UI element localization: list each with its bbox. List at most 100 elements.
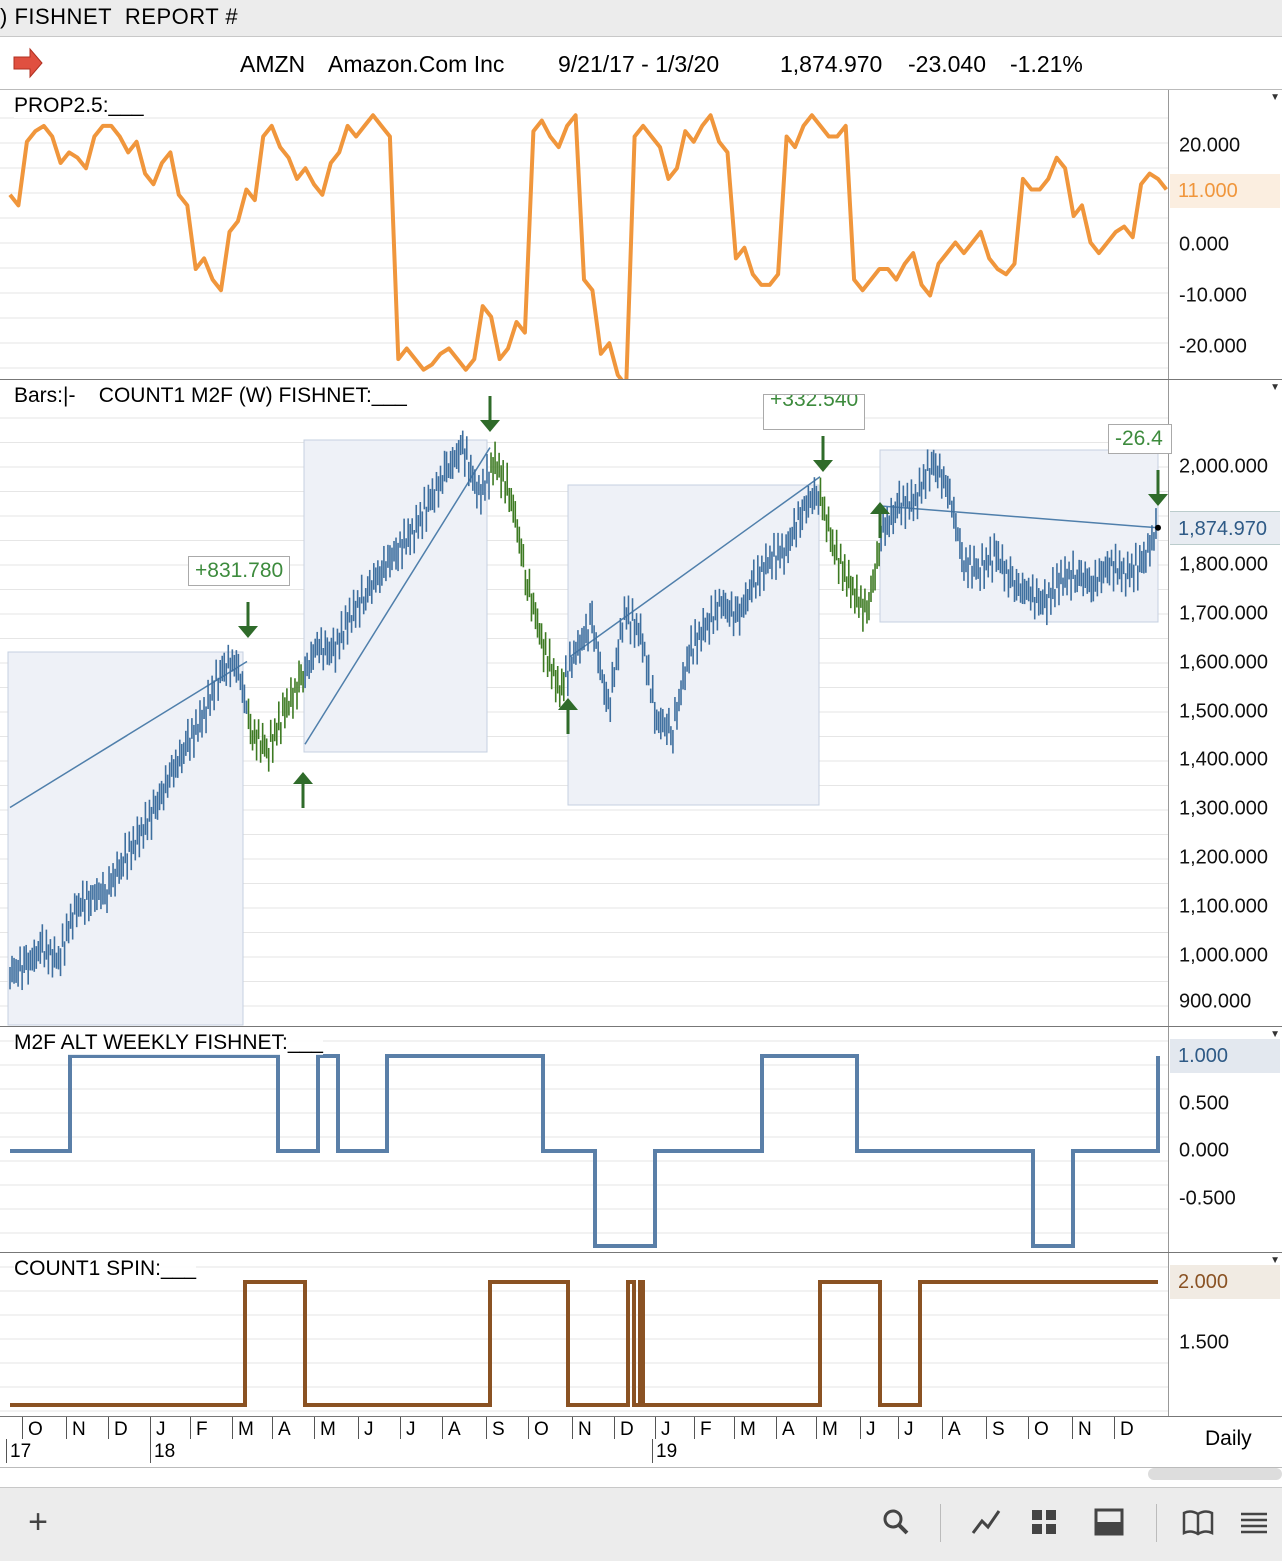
month-label: A: [948, 1419, 961, 1440]
month-label: J: [661, 1419, 671, 1440]
month-label: S: [992, 1419, 1005, 1440]
quote-header: AMZN Amazon.Com Inc 9/21/17 - 1/3/20 1,8…: [0, 37, 1282, 90]
price-tick: 1,800.000: [1179, 553, 1268, 576]
period-selector[interactable]: Daily: [1205, 1427, 1252, 1450]
month-label: N: [578, 1419, 592, 1440]
price-tick: 1,600.000: [1179, 651, 1268, 674]
add-icon[interactable]: +: [28, 1502, 48, 1541]
month-label: D: [620, 1419, 634, 1440]
price-tick: 1,500.000: [1179, 700, 1268, 723]
month-tick: [1114, 1417, 1115, 1439]
arrow-head: [1148, 494, 1168, 506]
last-price: 1,874.970: [780, 51, 883, 77]
count-label[interactable]: COUNT1 SPIN:___: [14, 1257, 197, 1281]
month-label: A: [782, 1419, 795, 1440]
gain-annotation[interactable]: -26.4: [1108, 424, 1172, 454]
count-tick: 1.500: [1179, 1331, 1230, 1354]
price-tick: 1,300.000: [1179, 797, 1268, 820]
up-arrow-icon: [870, 502, 890, 538]
fishnet-region: [303, 439, 488, 753]
menu-icon[interactable]: [1234, 1502, 1274, 1542]
prop-current-tag: 11.000: [1170, 174, 1280, 208]
year-tick: [6, 1439, 7, 1463]
m2f-pane[interactable]: M2F ALT WEEKLY FISHNET:___ 0.500 0.000 -…: [0, 1027, 1282, 1253]
prop-tick: -20.000: [1179, 335, 1247, 358]
window-titlebar: ) FISHNET REPORT #: [0, 0, 1282, 37]
prop-label[interactable]: PROP2.5:___: [14, 94, 144, 118]
right-arrow-icon[interactable]: [12, 43, 52, 83]
price-tick: 2,000.000: [1179, 455, 1268, 478]
count-current-tag: 2.000: [1170, 1265, 1280, 1299]
time-axis[interactable]: O N D J F M A M J J A S O N D J F M A M J J A S O N D 17 18 19 Daily: [0, 1417, 1282, 1468]
toolbar-divider: [1156, 1504, 1157, 1542]
month-tick: [486, 1417, 487, 1439]
m2f-label[interactable]: M2F ALT WEEKLY FISHNET:___: [14, 1031, 323, 1055]
price-pane[interactable]: Bars:|- COUNT1 M2F (W) FISHNET:___ +831.…: [0, 380, 1282, 1027]
gain-annotation[interactable]: +831.780: [188, 556, 291, 586]
price-tick: 1,400.000: [1179, 748, 1268, 771]
search-icon[interactable]: [876, 1502, 916, 1542]
month-tick: [272, 1417, 273, 1439]
panel-layout-icon[interactable]: [1089, 1502, 1129, 1542]
month-tick: [942, 1417, 943, 1439]
date-range[interactable]: 9/21/17 - 1/3/20: [558, 51, 720, 77]
company-name: Amazon.Com Inc: [328, 51, 505, 77]
arrow-head: [558, 698, 578, 710]
month-tick: [108, 1417, 109, 1439]
month-tick: [528, 1417, 529, 1439]
month-tick: [776, 1417, 777, 1439]
gain-annotation[interactable]: +332.540: [763, 394, 866, 430]
arrow-head: [238, 626, 258, 638]
month-label: S: [492, 1419, 505, 1440]
count-pane[interactable]: COUNT1 SPIN:___ 1.500 ▼ 2.000: [0, 1253, 1282, 1417]
month-tick: [150, 1417, 151, 1439]
pane-menu-icon[interactable]: ▼: [1270, 1029, 1280, 1040]
year-label: 17: [10, 1441, 32, 1462]
prop-line-chart: [0, 113, 1168, 379]
count-series-line: [10, 1280, 1158, 1407]
up-arrow-icon: [558, 698, 578, 734]
grid-icon[interactable]: [1024, 1502, 1064, 1542]
pane-menu-icon[interactable]: ▼: [1270, 1255, 1280, 1266]
m2f-plot[interactable]: [0, 1027, 1169, 1252]
trend-line: [879, 505, 1159, 529]
price-plot[interactable]: [0, 380, 1169, 1026]
month-tick: [442, 1417, 443, 1439]
down-arrow-icon: [1148, 470, 1168, 506]
month-label: D: [114, 1419, 128, 1440]
price-tick: 1,000.000: [1179, 944, 1268, 967]
pane-menu-icon[interactable]: ▼: [1270, 92, 1280, 103]
month-tick: [572, 1417, 573, 1439]
chart-line-icon[interactable]: [966, 1502, 1006, 1542]
book-icon[interactable]: [1178, 1502, 1218, 1542]
horizontal-scrollbar[interactable]: [1148, 1468, 1282, 1480]
trend-line: [304, 447, 491, 745]
month-label: O: [28, 1419, 43, 1440]
window-title: ) FISHNET REPORT #: [0, 4, 239, 29]
month-label: F: [196, 1419, 208, 1440]
fishnet-region: [879, 449, 1159, 623]
price-label[interactable]: Bars:|- COUNT1 M2F (W) FISHNET:___: [14, 384, 407, 408]
symbol[interactable]: AMZN: [240, 51, 306, 77]
month-label: O: [534, 1419, 549, 1440]
arrow-head: [293, 772, 313, 784]
prop-pane[interactable]: PROP2.5:___ 20.000 0.000 -10.000 -20.000…: [0, 90, 1282, 380]
month-label: J: [866, 1419, 876, 1440]
pane-menu-icon[interactable]: ▼: [1270, 382, 1280, 393]
prop-series-line: [8, 113, 1168, 379]
down-arrow-icon: [813, 436, 833, 472]
month-tick: [314, 1417, 315, 1439]
month-tick: [860, 1417, 861, 1439]
year-label: 18: [154, 1441, 176, 1462]
prop-plot[interactable]: [0, 90, 1169, 379]
month-label: M: [320, 1419, 336, 1440]
month-label: O: [1034, 1419, 1049, 1440]
trend-line: [569, 476, 821, 658]
month-tick: [400, 1417, 401, 1439]
prop-tick: 0.000: [1179, 233, 1230, 256]
month-tick: [734, 1417, 735, 1439]
m2f-tick: 0.000: [1179, 1139, 1230, 1162]
year-tick: [150, 1439, 151, 1463]
year-tick: [652, 1439, 653, 1463]
arrow-head: [480, 420, 500, 432]
